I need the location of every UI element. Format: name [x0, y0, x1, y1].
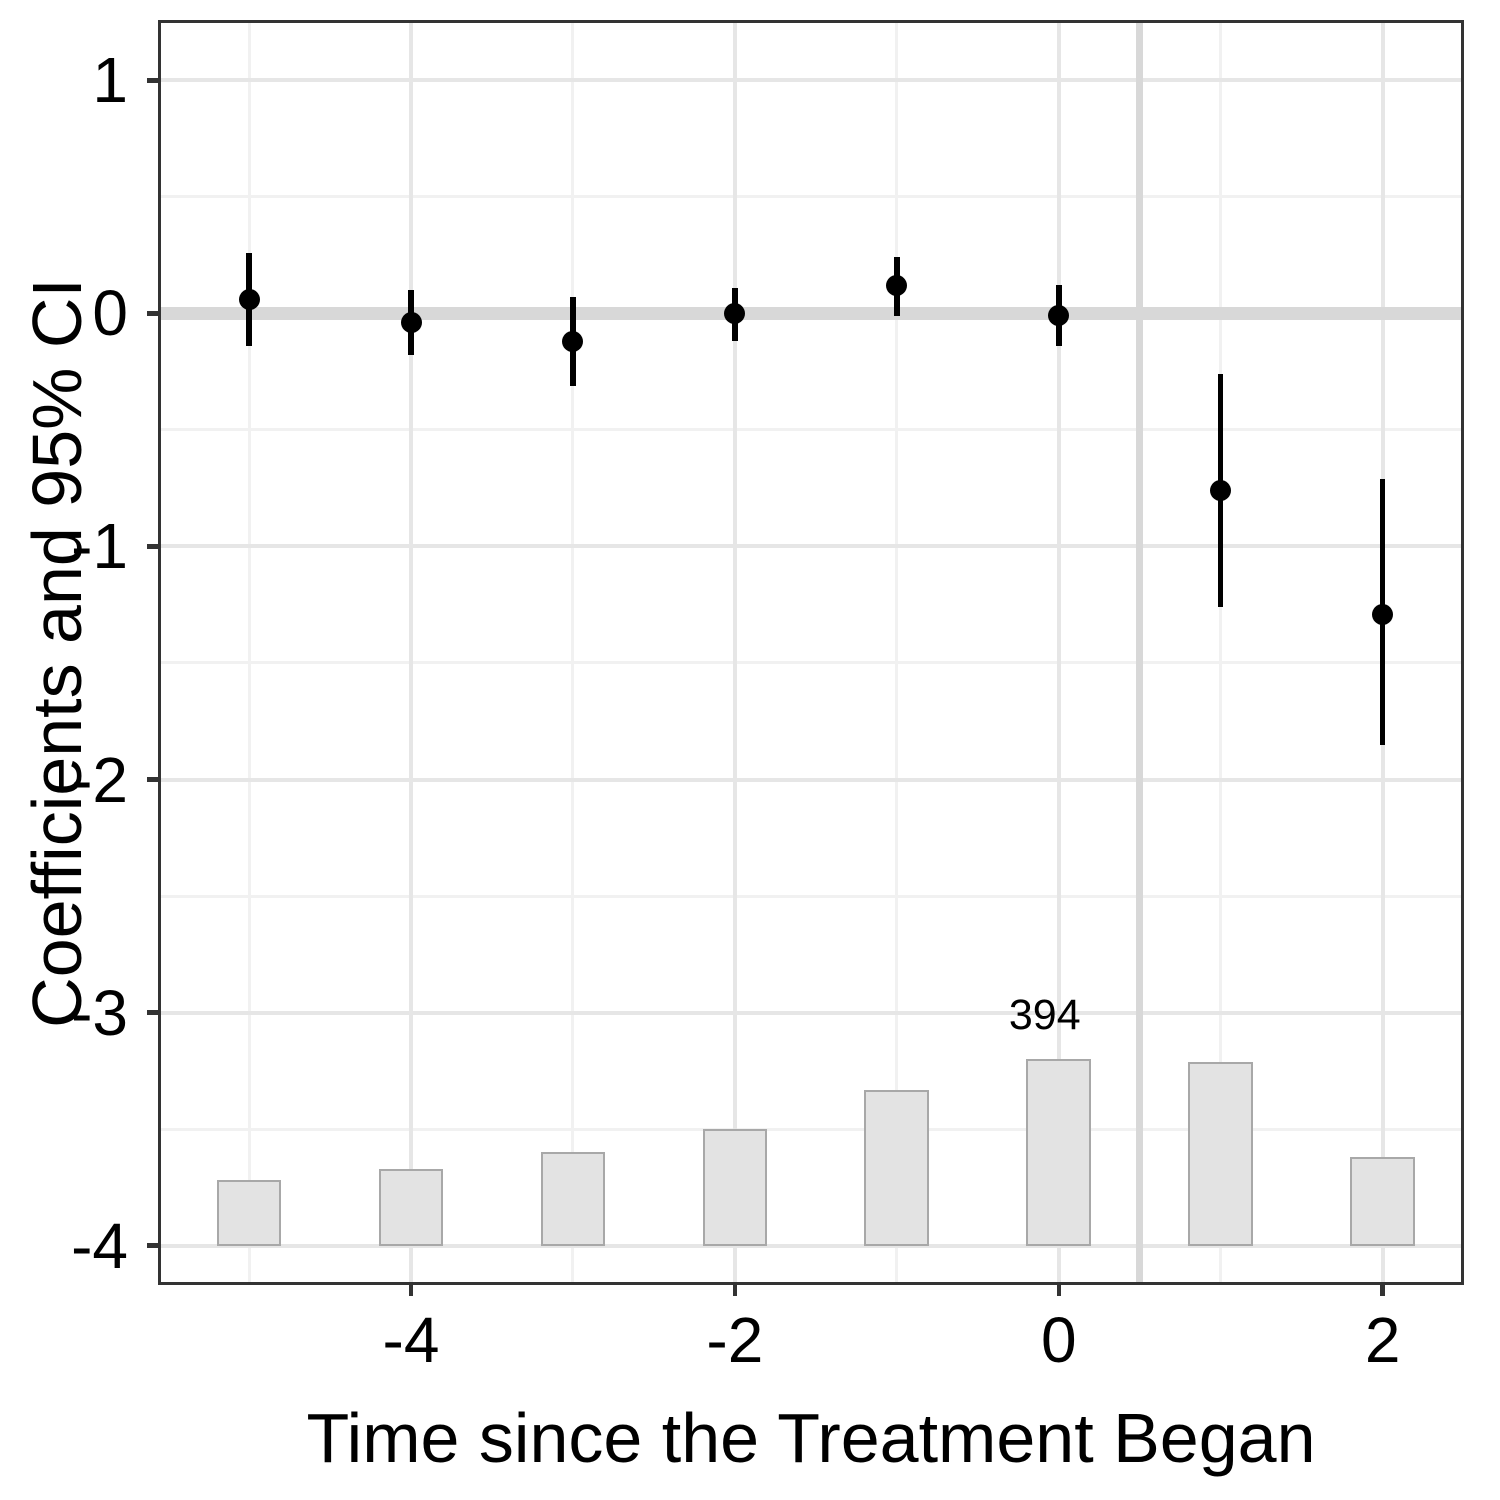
bar-count-label: 394	[1008, 991, 1081, 1040]
x-tick-label: -2	[706, 1304, 764, 1376]
zero-reference-hline	[160, 306, 1462, 320]
x-axis-tick	[1056, 1283, 1062, 1296]
y-tick-label: -3	[71, 976, 128, 1049]
histogram-bar	[1188, 1061, 1254, 1246]
x-major-gridline	[1056, 22, 1061, 1283]
y-axis-tick	[147, 78, 160, 83]
coefficient-point	[238, 288, 260, 310]
y-axis-tick	[147, 544, 160, 549]
histogram-bar	[540, 1152, 606, 1246]
x-minor-gridline	[247, 22, 251, 1283]
coefficient-point	[562, 330, 584, 352]
y-tick-label: -1	[71, 510, 128, 583]
y-major-gridline	[160, 1243, 1462, 1248]
treatment-start-vline	[1136, 22, 1144, 1283]
coefficient-point	[1048, 305, 1070, 327]
coefficient-point	[886, 274, 908, 296]
y-major-gridline	[160, 544, 1462, 549]
y-minor-gridline	[160, 661, 1462, 665]
x-axis-tick	[1380, 1283, 1385, 1296]
coefficient-point	[400, 312, 422, 334]
x-axis-tick	[408, 1283, 414, 1296]
x-minor-gridline	[895, 22, 899, 1283]
y-tick-label: 1	[92, 44, 128, 117]
histogram-bar	[1350, 1157, 1416, 1246]
histogram-bar	[1026, 1059, 1092, 1246]
y-axis-title: Coefficients and 95% CI	[18, 277, 96, 1028]
y-minor-gridline	[160, 428, 1462, 432]
x-tick-label: -4	[382, 1304, 440, 1376]
x-major-gridline	[409, 22, 413, 1283]
x-major-gridline	[732, 22, 737, 1283]
y-axis-tick	[147, 1010, 160, 1015]
x-minor-gridline	[571, 22, 575, 1283]
y-axis-tick	[147, 311, 160, 316]
x-tick-label: 2	[1364, 1304, 1401, 1376]
y-major-gridline	[160, 78, 1462, 83]
x-tick-label: 0	[1040, 1304, 1077, 1376]
y-major-gridline	[160, 777, 1462, 782]
y-tick-label: -4	[71, 1209, 128, 1282]
coefficient-point	[1372, 603, 1394, 625]
panel-border	[158, 20, 1464, 1285]
histogram-bar	[216, 1180, 282, 1246]
x-minor-gridline	[1219, 22, 1223, 1283]
histogram-bar	[378, 1168, 444, 1246]
y-minor-gridline	[160, 894, 1462, 898]
y-major-gridline	[160, 1010, 1462, 1015]
histogram-bar	[864, 1089, 930, 1246]
histogram-bar	[702, 1129, 768, 1246]
x-axis-tick	[732, 1283, 738, 1296]
y-minor-gridline	[160, 195, 1462, 199]
coefficient-point	[724, 302, 746, 324]
y-axis-tick	[147, 777, 160, 782]
y-tick-label: -2	[71, 743, 128, 816]
x-axis-title: Time since the Treatment Began	[306, 1399, 1316, 1477]
y-axis-tick	[147, 1243, 160, 1248]
coefficient-point	[1210, 480, 1232, 501]
y-tick-label: 0	[92, 277, 128, 350]
y-minor-gridline	[160, 1127, 1462, 1131]
